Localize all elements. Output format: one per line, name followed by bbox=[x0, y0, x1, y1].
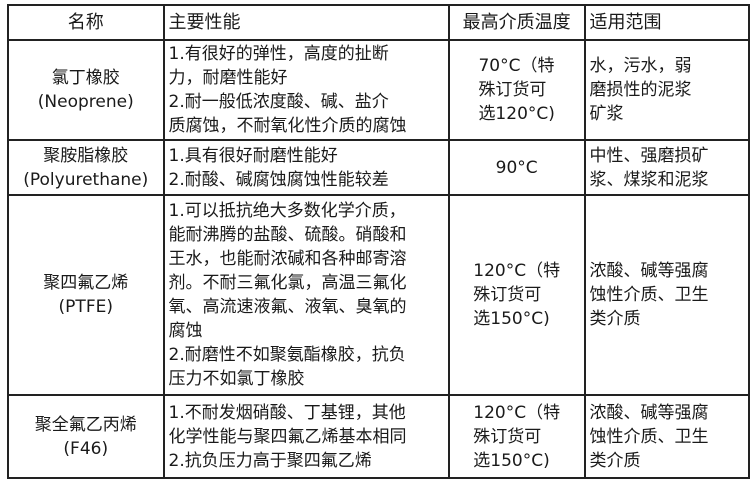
cell-line: 矿浆 bbox=[589, 104, 624, 124]
performance-cell: 1.可以抵抗绝大多数化学介质， 能耐沸腾的盐酸、硫酸。硝酸和 王水，也能耐浓碱和各种… bbox=[162, 194, 450, 396]
cell-line: 浓酸、碱等强腐 bbox=[589, 402, 709, 423]
temperature-cell: 120°C（特 殊订货可选150°C) bbox=[447, 194, 586, 396]
material-name-cell: 聚四氟乙烯 (PTFE) bbox=[7, 194, 165, 396]
cell-line: 选150°C) bbox=[473, 309, 550, 329]
cell-line: 2.耐磨性不如聚氨酯橡胶，抗负 bbox=[168, 345, 406, 365]
cell-line: 2.耐酸、碱腐蚀腐蚀性能较差 bbox=[168, 169, 389, 190]
cell-line: 磨损性的泥浆 bbox=[589, 80, 692, 100]
temperature-cell: 120°C（特 殊订货可选150°C) bbox=[447, 394, 586, 479]
header-row: 名称 主要性能 最高介质温度 适用范围 bbox=[7, 4, 750, 41]
cell-line: 2.耐一般低浓度酸、碱、盐介 bbox=[168, 92, 389, 112]
cell-line: 质腐蚀，不耐氧化性介质的腐蚀 bbox=[168, 116, 407, 136]
cell-line: (PTFE) bbox=[58, 297, 113, 317]
cell-line: 蚀性介质、卫生 bbox=[589, 285, 709, 305]
temperature-cell: 70°C（特 殊订货可选120°C) bbox=[447, 39, 586, 141]
cell-line: (Polyurethane) bbox=[23, 169, 149, 190]
cell-line: 殊订货可 bbox=[473, 426, 542, 447]
table-row: 聚全氟乙丙烯 (F46) 1.不耐发烟硝酸、丁基锂，其他 化学性能与聚四氟乙烯基本相同… bbox=[7, 394, 750, 479]
cell-line: 化学性能与聚四氟乙烯基本相同 bbox=[168, 426, 407, 447]
cell-line: 氧、高流速液氟、液氧、臭氧的 bbox=[168, 297, 407, 317]
cell-line: 1.具有很好耐磨性能好 bbox=[168, 145, 338, 166]
temperature-cell: 90°C bbox=[447, 139, 586, 196]
header-temperature: 最高介质温度 bbox=[447, 4, 586, 41]
materials-table: 名称 主要性能 最高介质温度 适用范围 氯丁橡胶 (Neoprene) 1.有很好的… bbox=[7, 4, 750, 479]
application-cell: 水，污水，弱 磨损性的泥浆 矿浆 bbox=[583, 39, 750, 141]
cell-line: 蚀性介质、卫生 bbox=[589, 426, 709, 447]
cell-line: 1.有很好的弹性，高度的扯断 bbox=[168, 44, 389, 64]
cell-line: 浓酸、碱等强腐 bbox=[589, 261, 709, 281]
cell-line: 王水，也能耐浓碱和各种邮寄溶 bbox=[168, 249, 407, 269]
cell-line: 剂。不耐三氟化氯，高温三氟化 bbox=[168, 273, 407, 293]
table-row: 氯丁橡胶 (Neoprene) 1.有很好的弹性，高度的扯断 力，耐磨性能好 2.耐一般… bbox=[7, 39, 750, 141]
cell-line: 2.抗负压力高于聚四氟乙烯 bbox=[168, 450, 372, 471]
cell-line: 水，污水，弱 bbox=[589, 56, 692, 76]
cell-line: 腐蚀 bbox=[168, 321, 203, 341]
table-row: 聚四氟乙烯 (PTFE) 1.可以抵抗绝大多数化学介质， 能耐沸腾的盐酸、硫酸。硝酸和… bbox=[7, 194, 750, 396]
cell-line: 选150°C) bbox=[473, 450, 550, 471]
cell-line: 殊订货可 bbox=[473, 285, 542, 305]
material-name-cell: 氯丁橡胶 (Neoprene) bbox=[7, 39, 165, 141]
header-application: 适用范围 bbox=[583, 4, 750, 41]
cell-line: 120°C（特 bbox=[473, 402, 561, 423]
cell-line: 压力不如氯丁橡胶 bbox=[168, 369, 305, 389]
material-name-cell: 聚胺脂橡胶 (Polyurethane) bbox=[7, 139, 165, 196]
cell-line: 1.不耐发烟硝酸、丁基锂，其他 bbox=[168, 402, 406, 423]
cell-line: 70°C（特 bbox=[478, 56, 555, 76]
cell-line: 90°C bbox=[495, 157, 538, 178]
cell-line: 力，耐磨性能好 bbox=[168, 68, 288, 88]
performance-cell: 1.具有很好耐磨性能好 2.耐酸、碱腐蚀腐蚀性能较差 bbox=[162, 139, 450, 196]
cell-line: 殊订货可 bbox=[478, 80, 547, 100]
cell-line: 聚四氟乙烯 bbox=[43, 273, 129, 293]
cell-line: 类介质 bbox=[589, 309, 641, 329]
cell-line: 聚全氟乙丙烯 bbox=[34, 414, 137, 435]
application-cell: 浓酸、碱等强腐 蚀性介质、卫生 类介质 bbox=[583, 394, 750, 479]
material-name-cell: 聚全氟乙丙烯 (F46) bbox=[7, 394, 165, 479]
header-name: 名称 bbox=[7, 4, 165, 41]
cell-line: 选120°C) bbox=[478, 104, 555, 124]
cell-line: 聚胺脂橡胶 bbox=[43, 145, 129, 166]
cell-line: (Neoprene) bbox=[37, 92, 134, 112]
cell-line: 1.可以抵抗绝大多数化学介质， bbox=[168, 201, 406, 221]
application-cell: 浓酸、碱等强腐 蚀性介质、卫生 类介质 bbox=[583, 194, 750, 396]
cell-line: 中性、强磨损矿 bbox=[589, 145, 709, 166]
header-performance: 主要性能 bbox=[162, 4, 450, 41]
cell-line: 氯丁橡胶 bbox=[51, 68, 120, 88]
cell-line: 能耐沸腾的盐酸、硫酸。硝酸和 bbox=[168, 225, 407, 245]
table-row: 聚胺脂橡胶 (Polyurethane) 1.具有很好耐磨性能好 2.耐酸、碱腐蚀腐蚀… bbox=[7, 139, 750, 196]
application-cell: 中性、强磨损矿 浆、煤浆和泥浆 bbox=[583, 139, 750, 196]
performance-cell: 1.有很好的弹性，高度的扯断 力，耐磨性能好 2.耐一般低浓度酸、碱、盐介 质腐蚀，不… bbox=[162, 39, 450, 141]
cell-line: 类介质 bbox=[589, 450, 641, 471]
cell-line: 浆、煤浆和泥浆 bbox=[589, 169, 709, 190]
cell-line: 120°C（特 bbox=[473, 261, 561, 281]
cell-line: (F46) bbox=[63, 438, 109, 459]
performance-cell: 1.不耐发烟硝酸、丁基锂，其他 化学性能与聚四氟乙烯基本相同 2.抗负压力高于聚四氟… bbox=[162, 394, 450, 479]
